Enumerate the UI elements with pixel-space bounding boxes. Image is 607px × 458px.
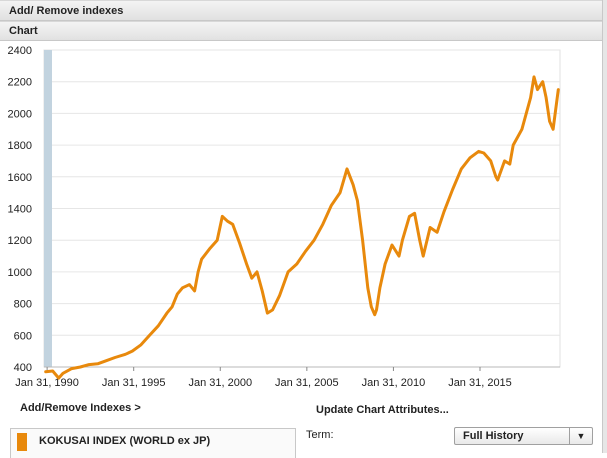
right-edge <box>602 0 607 453</box>
series-line <box>44 75 560 380</box>
y-axis-bar <box>44 50 52 367</box>
x-tick-label: Jan 31, 2010 <box>362 377 426 389</box>
chart: 400 600 800 1000 1200 1400 1600 1800 2000 2200 240… <box>8 45 561 389</box>
series-color-swatch <box>17 433 27 451</box>
y-tick-label: 1800 <box>8 140 32 152</box>
y-tick-label: 1600 <box>8 172 32 184</box>
y-tick-label: 1400 <box>8 204 32 216</box>
y-tick-label: 400 <box>14 362 32 374</box>
add-remove-indexes-link[interactable]: Add/Remove Indexes > <box>20 402 141 414</box>
y-tick-label: 600 <box>14 330 32 342</box>
x-tick-label: Jan 31, 2015 <box>448 377 512 389</box>
header-bar: Add/ Remove indexes <box>0 0 603 21</box>
term-label: Term: <box>306 429 334 441</box>
x-tick-label: Jan 31, 1995 <box>102 377 166 389</box>
chart-panel-bar: Chart <box>0 21 603 41</box>
chart-panel-title: Chart <box>9 25 38 37</box>
index-list-item-label: KOKUSAI INDEX (WORLD ex JP) <box>39 435 211 447</box>
y-tick-label: 1200 <box>8 235 32 247</box>
x-tick-label: Jan 31, 2005 <box>275 377 339 389</box>
x-tick-label: Jan 31, 1990 <box>15 377 79 389</box>
x-tick-label: Jan 31, 2000 <box>188 377 252 389</box>
update-chart-attributes-link[interactable]: Update Chart Attributes... <box>316 404 449 416</box>
header-title: Add/ Remove indexes <box>9 5 124 17</box>
y-tick-label: 800 <box>14 299 32 311</box>
term-select[interactable]: Full History ▼ <box>454 427 593 445</box>
index-list: KOKUSAI INDEX (WORLD ex JP) <box>10 428 296 458</box>
y-tick-label: 2000 <box>8 108 32 120</box>
chevron-down-icon[interactable]: ▼ <box>569 428 592 444</box>
y-tick-label: 2200 <box>8 77 32 89</box>
y-tick-label: 1000 <box>8 267 32 279</box>
y-tick-label: 2400 <box>8 45 32 57</box>
term-selected-value: Full History <box>463 430 524 442</box>
